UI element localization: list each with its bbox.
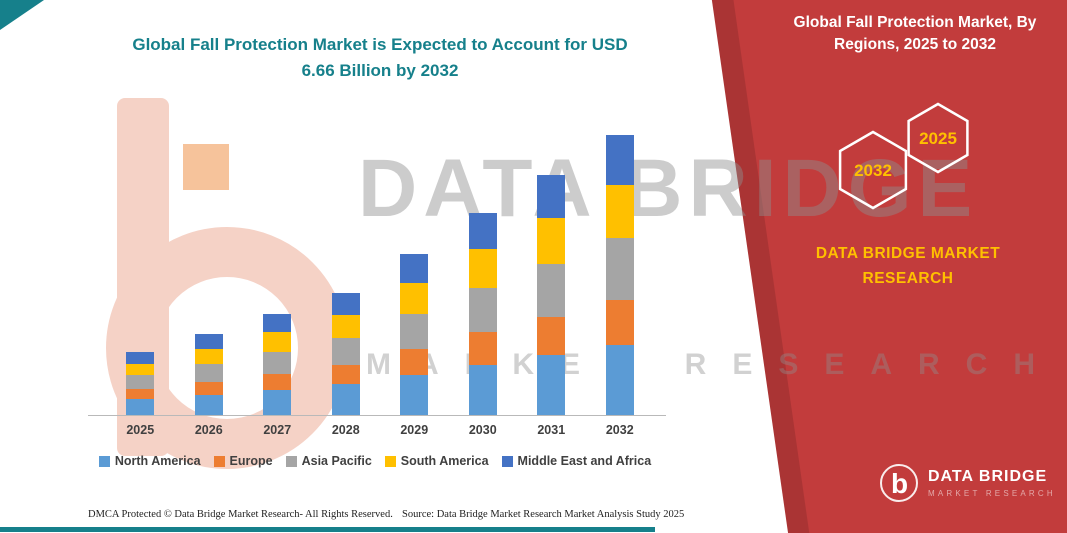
- bar-segment-asia-pacific: [194, 364, 223, 382]
- hexagon-2032: [838, 130, 908, 210]
- watermark-data-bridge: DATA BRIDGE: [358, 143, 979, 234]
- legend-item-middle-east-and-africa: Middle East and Africa: [501, 454, 652, 468]
- bottom-accent-rule: [0, 527, 655, 532]
- bar-2028: [331, 293, 360, 415]
- legend-label-middle-east-and-africa: Middle East and Africa: [517, 454, 652, 468]
- panel-brand-line2: RESEARCH: [862, 269, 954, 287]
- bar-segment-middle-east-and-africa: [605, 135, 634, 186]
- bar-segment-north-america: [605, 344, 634, 415]
- bar-segment-europe: [194, 381, 223, 395]
- bar-segment-europe: [400, 349, 429, 375]
- bar-2026: [194, 333, 223, 415]
- bar-segment-europe: [605, 299, 634, 345]
- legend-item-europe: Europe: [213, 454, 273, 468]
- panel-brand-text: DATA BRIDGE MARKET RESEARCH: [788, 242, 1028, 292]
- bar-segment-europe: [126, 389, 155, 400]
- legend-item-south-america: South America: [384, 454, 489, 468]
- bar-segment-asia-pacific: [126, 375, 155, 390]
- bar-segment-middle-east-and-africa: [468, 213, 497, 250]
- chart-title-line1: Global Fall Protection Market is Expecte…: [132, 35, 628, 54]
- bar-2029: [400, 253, 429, 415]
- x-axis-label-2031: 2031: [537, 423, 566, 437]
- bar-segment-north-america: [194, 394, 223, 415]
- bar-segment-north-america: [126, 399, 155, 415]
- bar-segment-north-america: [263, 389, 292, 415]
- x-axis-labels: 2025 2026 2027 2028 2029 2030 2031 2032: [106, 423, 654, 437]
- legend-item-north-america: North America: [98, 454, 201, 468]
- bar-segment-europe: [331, 365, 360, 385]
- panel-brand-line1: DATA BRIDGE MARKET: [815, 245, 1001, 262]
- bar-2025: [126, 352, 155, 415]
- legend-label-europe: Europe: [229, 454, 273, 468]
- svg-text:b: b: [891, 468, 908, 499]
- bar-segment-south-america: [605, 185, 634, 239]
- logo-name: DATA BRIDGE: [928, 468, 1048, 485]
- bar-2030: [468, 213, 497, 415]
- logo-subtitle: MARKET RESEARCH: [928, 489, 1056, 498]
- corner-accent-triangle: [0, 0, 44, 30]
- bar-segment-south-america: [331, 315, 360, 339]
- bar-segment-asia-pacific: [331, 338, 360, 366]
- bar-segment-asia-pacific: [468, 287, 497, 333]
- x-axis-label-2030: 2030: [468, 423, 497, 437]
- hexagon-2025: [907, 102, 969, 174]
- legend-item-asia-pacific: Asia Pacific: [285, 454, 372, 468]
- legend-swatch-north-america: [98, 455, 110, 467]
- legend-swatch-middle-east-and-africa: [501, 455, 513, 467]
- bar-segment-asia-pacific: [400, 313, 429, 350]
- bar-segment-south-america: [263, 332, 292, 352]
- legend-swatch-south-america: [384, 455, 396, 467]
- bar-2027: [263, 314, 292, 415]
- footer-source: Source: Data Bridge Market Research Mark…: [402, 509, 685, 520]
- hexagon-year-2032: 2032: [854, 161, 892, 180]
- bar-segment-south-america: [468, 249, 497, 288]
- x-axis-label-2025: 2025: [126, 423, 155, 437]
- legend-label-asia-pacific: Asia Pacific: [301, 454, 372, 468]
- legend-swatch-europe: [213, 455, 225, 467]
- x-axis-label-2032: 2032: [605, 423, 634, 437]
- bar-segment-middle-east-and-africa: [126, 352, 155, 364]
- bar-segment-middle-east-and-africa: [537, 174, 566, 219]
- x-axis-label-2028: 2028: [331, 423, 360, 437]
- year-hexagons: 2032 2025: [838, 102, 969, 210]
- legend-swatch-asia-pacific: [285, 455, 297, 467]
- bar-segment-south-america: [126, 363, 155, 376]
- bar-segment-europe: [537, 316, 566, 355]
- bar-segment-north-america: [537, 354, 566, 415]
- bar-segment-middle-east-and-africa: [331, 293, 360, 316]
- bar-segment-europe: [468, 332, 497, 365]
- bar-segment-asia-pacific: [537, 263, 566, 317]
- data-bridge-b-icon: b: [880, 464, 918, 502]
- x-axis-label-2029: 2029: [400, 423, 429, 437]
- stacked-bar-plot: [106, 135, 654, 415]
- bar-segment-south-america: [400, 283, 429, 314]
- bar-segment-europe: [263, 373, 292, 390]
- bar-segment-asia-pacific: [263, 351, 292, 374]
- chart-title-line2: 6.66 Billion by 2032: [301, 61, 459, 81]
- x-axis-label-2027: 2027: [263, 423, 292, 437]
- bar-segment-asia-pacific: [605, 238, 634, 300]
- bar-2032: [605, 135, 634, 415]
- bar-segment-south-america: [194, 348, 223, 365]
- logo-texts: DATA BRIDGE MARKET RESEARCH: [928, 468, 1056, 498]
- legend-label-south-america: South America: [400, 454, 489, 468]
- bar-segment-middle-east-and-africa: [194, 333, 223, 349]
- legend-label-north-america: North America: [114, 454, 201, 468]
- bar-segment-north-america: [400, 374, 429, 415]
- bar-segment-middle-east-and-africa: [263, 314, 292, 333]
- data-bridge-logo: b DATA BRIDGE MARKET RESEARCH: [878, 462, 1056, 504]
- bar-segment-south-america: [537, 218, 566, 264]
- x-axis-label-2026: 2026: [194, 423, 223, 437]
- footer-copyright: DMCA Protected © Data Bridge Market Rese…: [88, 509, 393, 520]
- bar-segment-north-america: [468, 364, 497, 415]
- chart-legend: North America Europe Asia Pacific South Ame…: [60, 454, 690, 468]
- bar-segment-middle-east-and-africa: [400, 253, 429, 284]
- chart-title: Global Fall Protection Market is Expecte…: [110, 32, 650, 85]
- bar-segment-north-america: [331, 384, 360, 415]
- bar-2031: [537, 174, 566, 415]
- hexagon-year-2025: 2025: [919, 129, 957, 148]
- panel-heading: Global Fall Protection Market, By Region…: [793, 14, 1037, 54]
- x-axis-line: [88, 415, 666, 416]
